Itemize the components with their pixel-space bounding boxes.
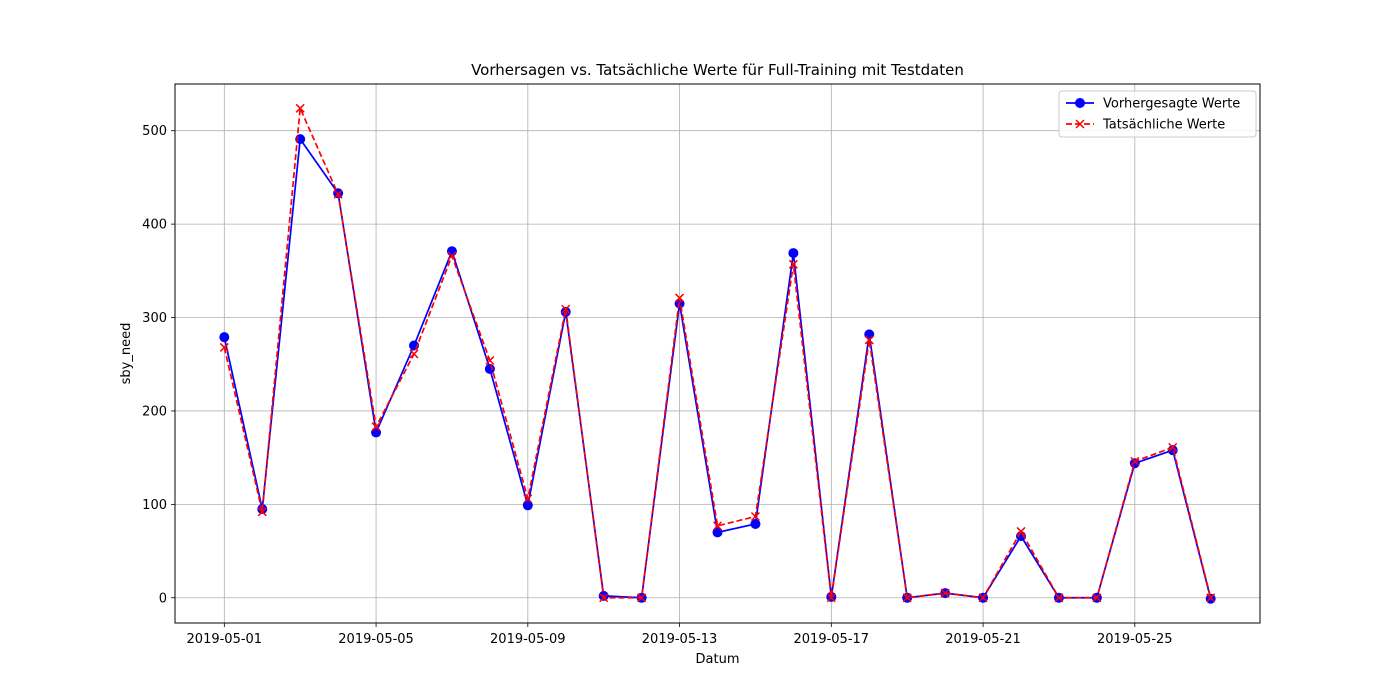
- data-point: [750, 511, 760, 522]
- x-marker-stroke: [1206, 593, 1216, 603]
- data-point: [864, 335, 874, 345]
- data-point: [371, 422, 381, 432]
- x-tick-label: 2019-05-05: [338, 632, 414, 647]
- data-point: [1054, 593, 1064, 603]
- y-tick-label: 200: [142, 404, 167, 419]
- legend-marker: [1075, 119, 1085, 129]
- x-marker-stroke: [864, 335, 874, 345]
- data-point: [788, 248, 799, 259]
- y-axis-ticks: 0 100 200 300 400 500: [142, 124, 175, 606]
- x-marker-stroke: [333, 189, 343, 199]
- y-tick-label: 100: [142, 498, 167, 513]
- legend-box: [1058, 90, 1257, 138]
- x-marker-stroke: [1016, 526, 1026, 536]
- x-tick-label: 2019-05-17: [794, 632, 870, 647]
- data-point: [712, 521, 723, 531]
- x-marker-stroke: [485, 355, 495, 366]
- x-marker-stroke: [371, 422, 381, 432]
- x-marker-stroke: [257, 507, 267, 517]
- data-point: [978, 593, 988, 603]
- data-point: [1092, 593, 1102, 603]
- data-point: [902, 593, 912, 603]
- x-marker-stroke: [561, 304, 571, 314]
- data-point: [940, 588, 950, 598]
- data-point: [1206, 593, 1216, 603]
- data-point: [826, 593, 836, 603]
- data-point: [409, 349, 419, 359]
- x-tick-label: 2019-05-25: [1097, 632, 1173, 647]
- legend-marker: [1075, 98, 1085, 108]
- x-marker-stroke: [712, 521, 723, 531]
- data-point: [561, 304, 571, 314]
- x-marker-stroke: [978, 593, 988, 603]
- data-point: [219, 332, 230, 343]
- data-point: [446, 246, 457, 257]
- x-marker-stroke: [902, 593, 912, 603]
- data-point: [864, 329, 875, 340]
- data-point: [675, 293, 685, 303]
- data-point: [522, 500, 533, 511]
- x-axis-ticks: 2019-05-01 2019-05-05 2019-05-09 2019-05-13…: [187, 623, 1173, 647]
- plot-frame: [174, 83, 1261, 624]
- x-marker-stroke: [1092, 593, 1102, 603]
- x-marker-stroke: [940, 588, 950, 598]
- data-point: [750, 518, 761, 529]
- x-marker-stroke: [826, 593, 836, 603]
- data-point: [295, 103, 305, 113]
- grid-lines: [175, 84, 1260, 623]
- series-1: [219, 103, 1216, 603]
- x-tick-label: 2019-05-21: [945, 632, 1021, 647]
- y-tick-label: 400: [142, 218, 167, 233]
- data-point: [712, 527, 723, 538]
- data-point: [333, 189, 343, 199]
- data-point: [599, 593, 609, 603]
- data-point: [637, 593, 647, 603]
- x-marker-stroke: [788, 259, 798, 269]
- x-marker-stroke: [219, 342, 229, 352]
- data-point: [371, 427, 382, 438]
- data-point: [1016, 526, 1026, 536]
- x-marker-stroke: [1130, 456, 1140, 466]
- x-marker-stroke: [1168, 442, 1178, 452]
- plot-series: [219, 103, 1216, 604]
- data-point: [485, 355, 495, 366]
- x-marker-stroke: [523, 494, 533, 504]
- data-point: [523, 494, 533, 504]
- data-point: [257, 507, 267, 517]
- legend-label: Vorhergesagte Werte: [1103, 97, 1240, 112]
- data-point: [1130, 456, 1140, 466]
- x-marker-stroke: [447, 251, 457, 261]
- chart-title: Vorhersagen vs. Tatsächliche Werte für F…: [471, 61, 964, 79]
- x-marker-stroke: [295, 103, 305, 113]
- x-marker-stroke: [1054, 593, 1064, 603]
- y-tick-label: 300: [142, 311, 167, 326]
- y-tick-label: 0: [159, 591, 167, 606]
- y-tick-label: 500: [142, 124, 167, 139]
- data-point: [788, 259, 798, 269]
- legend-label: Tatsächliche Werte: [1102, 118, 1225, 133]
- x-marker-stroke: [409, 349, 419, 359]
- x-tick-label: 2019-05-13: [642, 632, 718, 647]
- x-tick-label: 2019-05-01: [187, 632, 263, 647]
- legend: Vorhergesagte Werte Tatsächliche Werte: [1058, 90, 1257, 138]
- x-axis-label: Datum: [696, 652, 740, 667]
- series-0: [219, 134, 1216, 604]
- data-point: [219, 342, 229, 352]
- x-marker-stroke: [1075, 119, 1085, 129]
- series-line: [223, 107, 1212, 599]
- y-axis-label: sby_need: [119, 323, 134, 385]
- data-point: [447, 251, 457, 261]
- data-point: [1168, 442, 1178, 452]
- x-marker-stroke: [637, 593, 647, 603]
- x-marker-stroke: [599, 593, 609, 603]
- x-marker-stroke: [750, 511, 760, 522]
- x-tick-label: 2019-05-09: [490, 632, 566, 647]
- x-marker-stroke: [675, 293, 685, 303]
